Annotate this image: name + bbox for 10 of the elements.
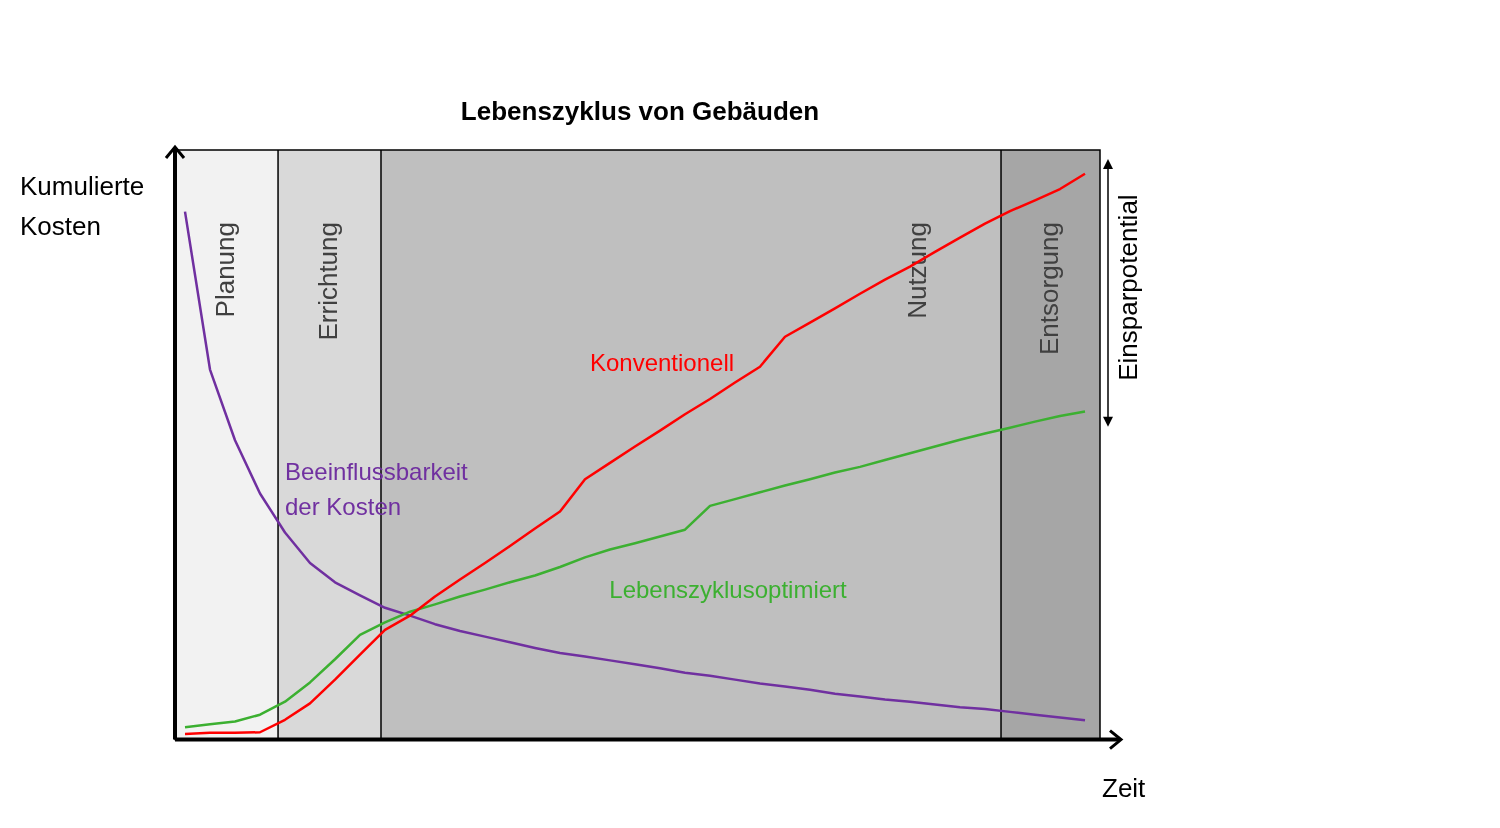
annotation: Nutzung	[902, 222, 933, 319]
chart-title: Lebenszyklus von Gebäuden	[460, 96, 820, 127]
annotation: Planung	[209, 222, 240, 318]
annotation: Errichtung	[312, 222, 343, 341]
annotation: Entsorgung	[1033, 222, 1064, 355]
series-label: Konventionell	[589, 348, 735, 376]
x-axis-title: Zeit	[1102, 773, 1147, 804]
y-axis-title: Kumulierte Kosten	[20, 171, 145, 242]
series-label: Lebenszyklusoptimiert	[609, 575, 848, 603]
text: Einsparpotential	[1113, 194, 1144, 381]
